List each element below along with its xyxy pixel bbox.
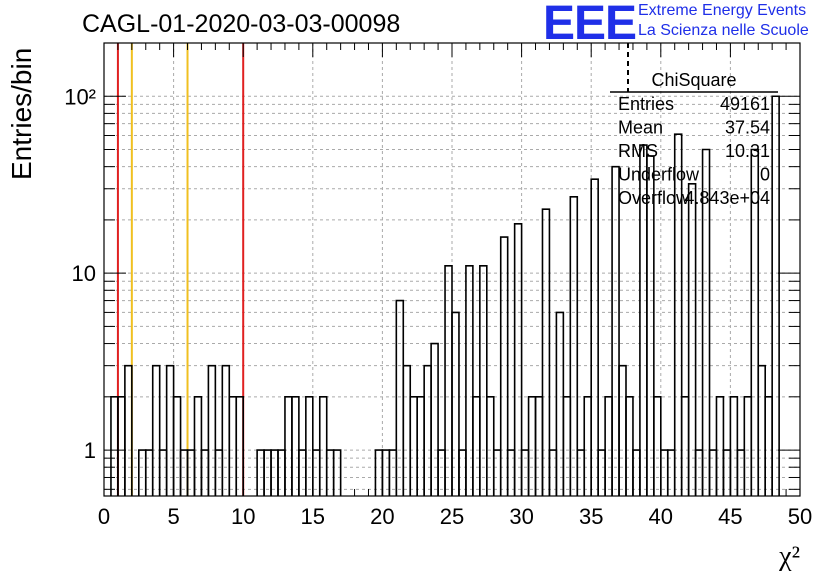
histogram-bin — [235, 396, 244, 496]
histogram-bin — [402, 364, 412, 496]
y-tick-label: 10² — [64, 84, 96, 109]
histogram-bin — [228, 396, 238, 496]
stats-row-value: 10.31 — [725, 141, 770, 161]
logo-subtitle-2: La Scienza nelle Scuole — [638, 22, 809, 39]
histogram-bin — [680, 396, 690, 496]
histogram-bin — [715, 396, 725, 496]
histogram-bin — [583, 396, 592, 496]
histogram-bin — [513, 223, 523, 496]
histogram-bin — [207, 364, 217, 496]
histogram-bin — [673, 133, 683, 496]
y-axis-ticks: 1 10 10² — [64, 84, 800, 490]
x-tick-label: 15 — [301, 504, 325, 529]
histogram-bin — [729, 396, 739, 496]
histogram-bin — [646, 155, 655, 496]
histogram-bin — [757, 364, 766, 496]
stats-row-value: 37.54 — [725, 118, 770, 138]
x-tick-label: 0 — [98, 504, 110, 529]
x-axis-label: χ² — [778, 541, 800, 572]
histogram-bin — [284, 396, 293, 496]
stats-row-label: RMS — [618, 141, 658, 161]
histogram-bin — [423, 364, 432, 496]
x-tick-label: 30 — [509, 504, 533, 529]
histogram-bin — [291, 396, 300, 496]
x-tick-label: 5 — [167, 504, 179, 529]
histogram-bin — [611, 165, 620, 496]
histogram-bin — [750, 148, 760, 496]
histogram-bin — [764, 396, 773, 496]
histogram-bin — [569, 196, 579, 496]
histogram-bin — [541, 208, 551, 496]
histogram-bin — [416, 396, 425, 496]
histogram-bin — [395, 299, 405, 496]
x-axis-ticks: 0 5 10 15 20 25 30 35 40 45 50 χ² — [98, 43, 812, 572]
histogram-bin — [110, 396, 119, 496]
stats-row-label: Mean — [618, 118, 663, 138]
histogram-bin — [124, 364, 133, 496]
stats-title: ChiSquare — [651, 70, 736, 90]
histogram-bin — [151, 364, 161, 496]
x-tick-label: 45 — [718, 504, 742, 529]
stats-row-value: 49161 — [720, 94, 770, 114]
histogram-bin — [499, 236, 509, 496]
stats-row-value: 4.843e+04 — [684, 188, 770, 208]
histogram-bars — [110, 95, 780, 496]
histogram-bin — [687, 182, 697, 496]
page-title: CAGL-01-2020-03-03-00098 — [82, 10, 401, 38]
histogram-bin — [604, 396, 613, 496]
stats-row-value: 0 — [760, 165, 770, 185]
histogram-bin — [465, 265, 474, 496]
histogram-bin — [555, 311, 565, 496]
histogram-bin — [562, 396, 572, 496]
histogram-bin — [527, 396, 537, 496]
histogram-bin — [653, 396, 662, 496]
histogram-bin — [625, 396, 634, 496]
stats-row-label: Underflow — [618, 165, 700, 185]
histogram-bin — [430, 342, 439, 496]
stats-row-label: Entries — [618, 94, 674, 114]
histogram-bin — [486, 396, 495, 496]
x-tick-label: 10 — [231, 504, 255, 529]
x-tick-label: 35 — [579, 504, 603, 529]
histogram-bin — [193, 396, 203, 496]
histogram-bin — [618, 364, 627, 496]
eee-logo: EEE — [543, 0, 637, 50]
histogram-bin — [409, 396, 418, 496]
histogram-bin — [534, 396, 544, 496]
x-tick-label: 25 — [440, 504, 464, 529]
histogram-bin — [165, 364, 175, 496]
histogram-bin — [451, 311, 460, 496]
histogram-bin — [479, 265, 488, 496]
y-tick-label: 10 — [72, 261, 96, 286]
histogram-bin — [332, 449, 342, 496]
histogram-bin — [318, 396, 328, 496]
histogram-bin — [472, 396, 481, 496]
histogram-bin — [172, 396, 182, 496]
stats-box: ChiSquare Entries 49161 Mean 37.54 RMS 10.31 Un… — [610, 43, 778, 208]
histogram-bin — [701, 148, 711, 496]
logo-subtitle-1: Extreme Energy Events — [638, 2, 807, 19]
histogram-bin — [117, 396, 126, 496]
histogram-bin — [590, 178, 599, 496]
y-tick-label: 1 — [84, 438, 96, 463]
histogram-bin — [771, 95, 780, 496]
stats-row-label: Overflow — [618, 188, 690, 208]
x-tick-label: 20 — [370, 504, 394, 529]
x-tick-label: 50 — [788, 504, 812, 529]
x-tick-label: 40 — [649, 504, 673, 529]
histogram-bin — [221, 364, 231, 496]
histogram-bin — [305, 396, 314, 496]
histogram-bin — [743, 396, 753, 496]
